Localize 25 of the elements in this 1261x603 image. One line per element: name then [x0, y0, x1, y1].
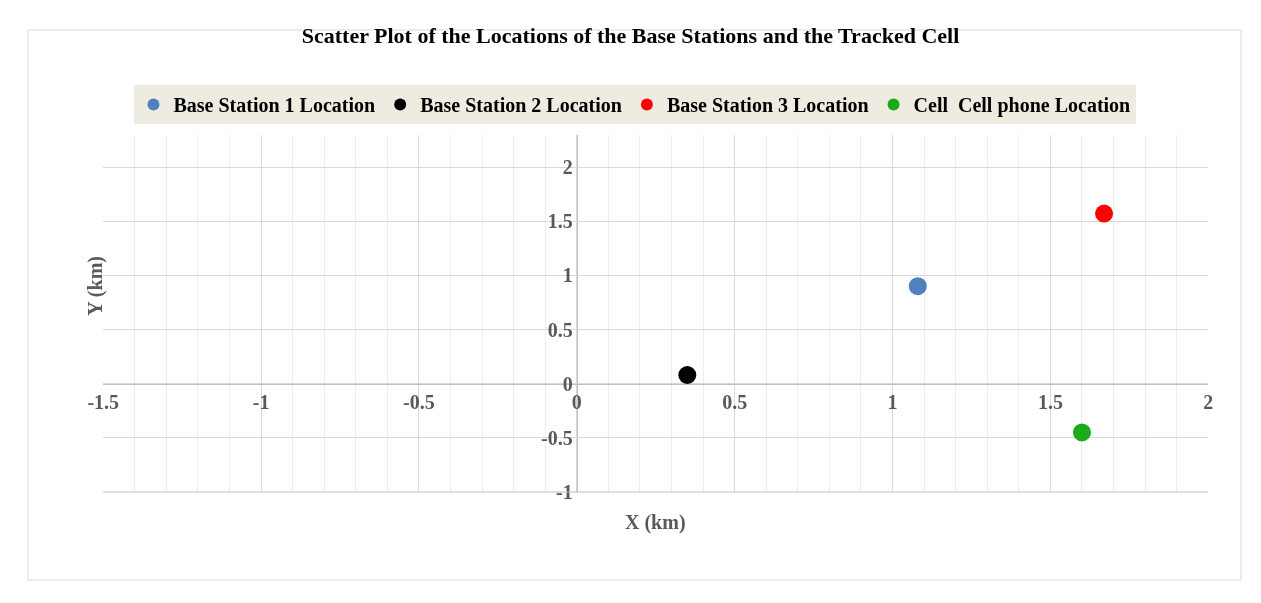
x-tick-label: 2: [1203, 390, 1214, 413]
y-tick-label: 2: [562, 156, 573, 178]
y-tick-label: 0: [562, 372, 573, 395]
point: [1072, 423, 1091, 442]
legend-label: Cell Cell phone Location: [913, 94, 1131, 118]
legend-label: Base Station 2 Location: [420, 94, 622, 117]
y-tick-label: 1: [562, 264, 573, 287]
x-tick-label: 0.5: [722, 390, 748, 413]
x-tick-label: -1.5: [87, 390, 120, 413]
x-tick-label: 1.5: [1037, 390, 1063, 413]
y-tick-label: 1.5: [547, 210, 573, 233]
chart-title: Scatter Plot of the Locations of the Base Stations and the Tracked Cell: [301, 22, 960, 48]
y-tick-label: 0.5: [547, 318, 573, 341]
point: [908, 277, 927, 296]
legend-label: Base Station 3 Location: [666, 94, 869, 117]
x-tick-label: 1: [887, 390, 898, 413]
x-tick-label: -1: [252, 390, 270, 413]
point: [678, 366, 697, 384]
x-axis-title: X (km): [625, 511, 686, 534]
y-axis-title: Y (km): [84, 256, 108, 316]
y-tick-label: -0.5: [541, 426, 573, 449]
y-tick-label: -1: [556, 481, 573, 503]
point: [1095, 204, 1114, 223]
legend-label: Base Station 1 Location: [173, 94, 376, 117]
x-tick-label: -0.5: [403, 390, 435, 413]
